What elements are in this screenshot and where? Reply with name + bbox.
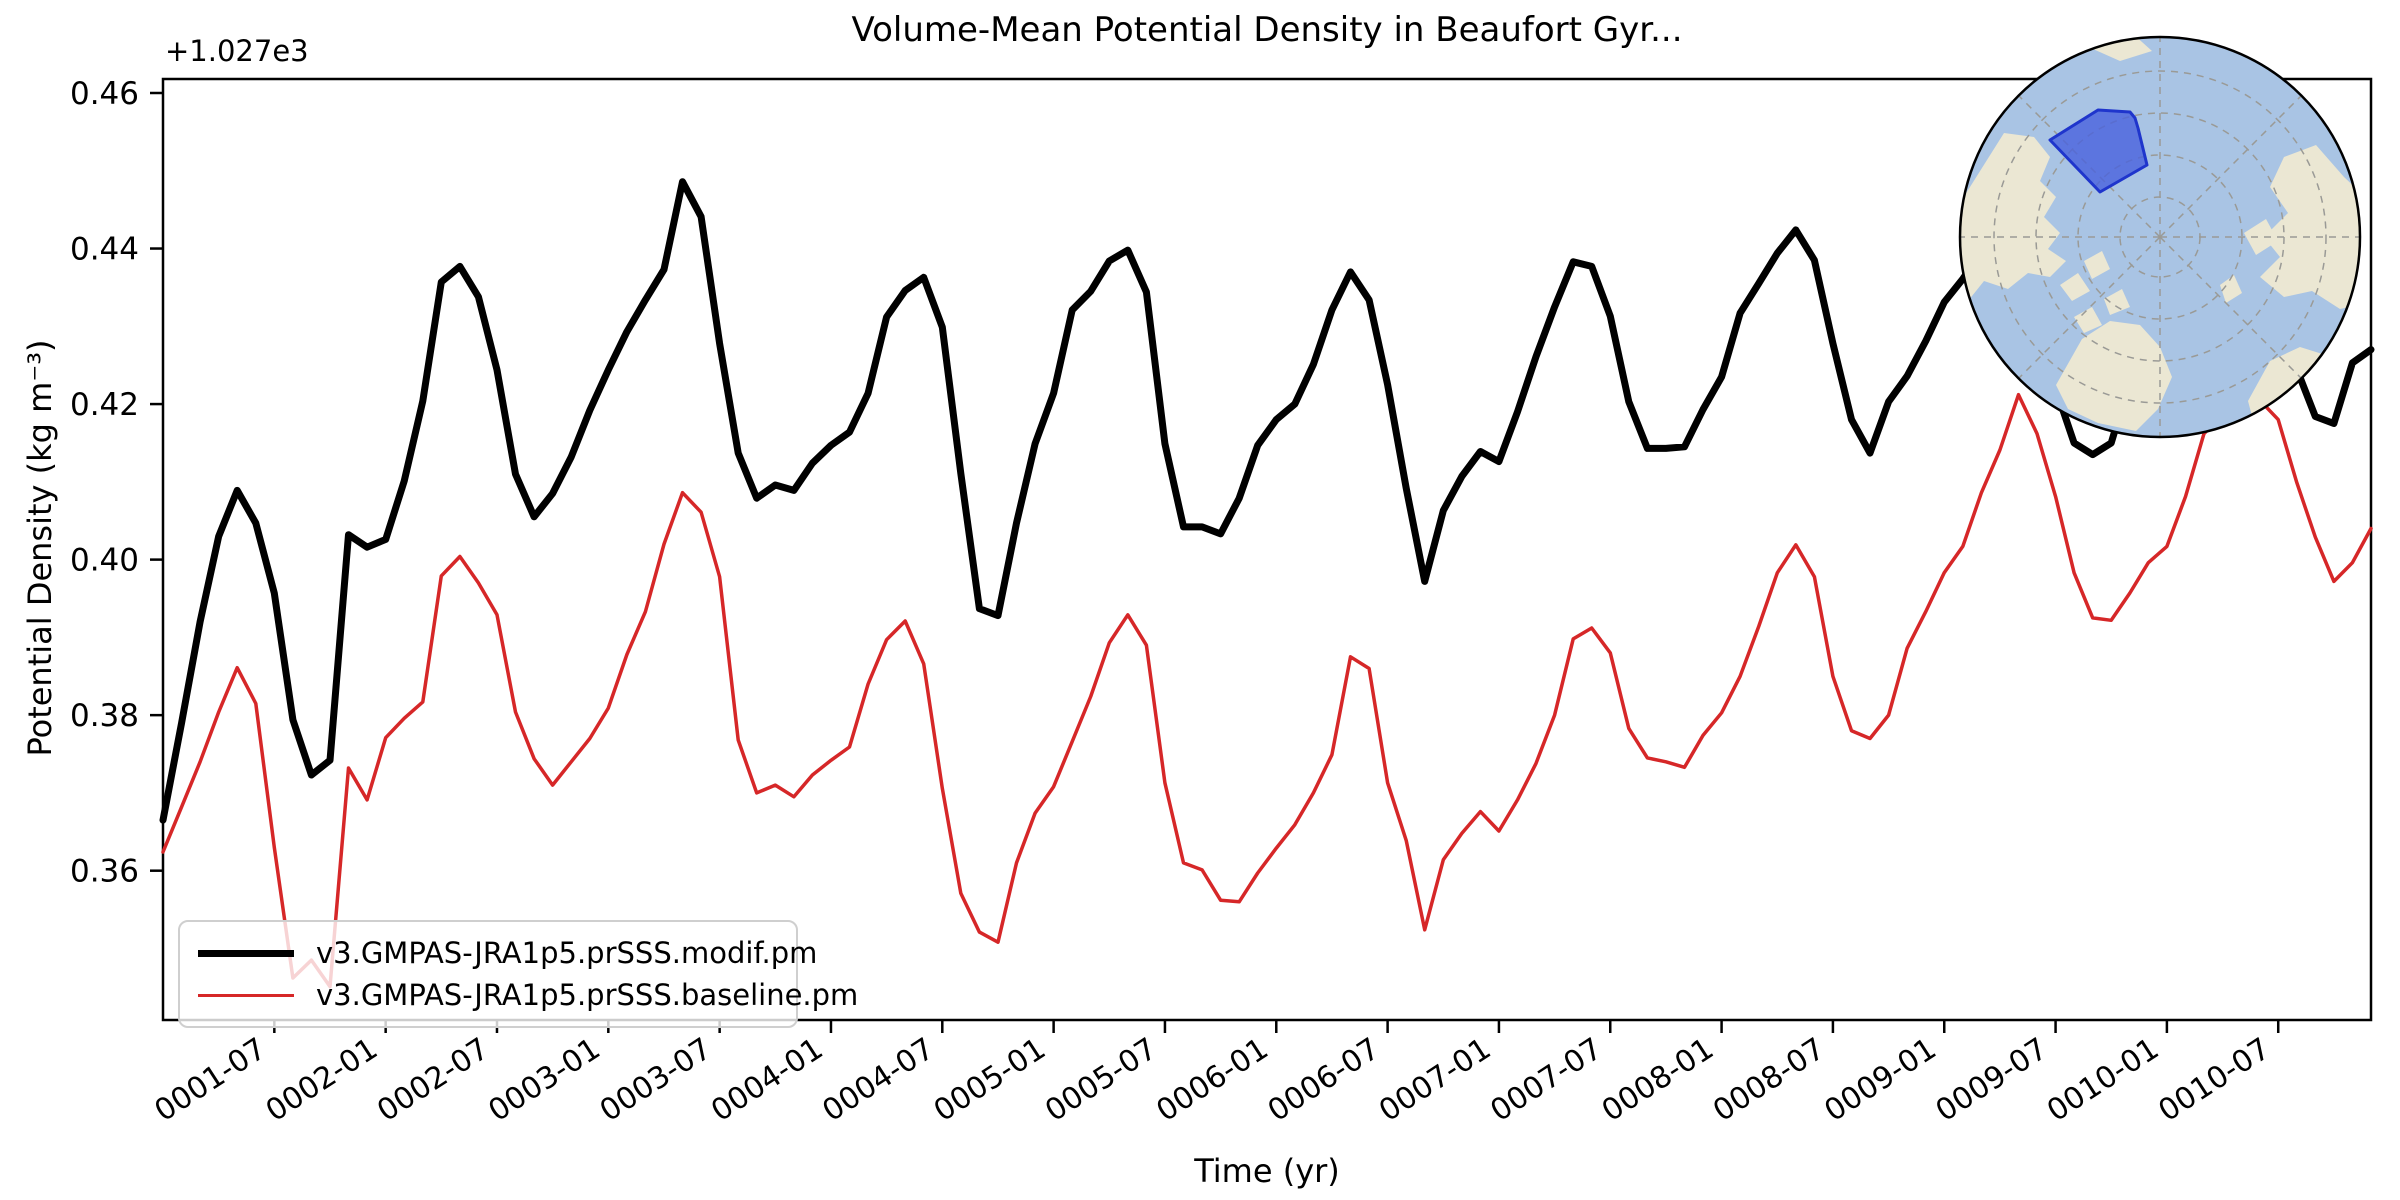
x-tick-label: 0008-07 — [1707, 1031, 1831, 1129]
legend-label: v3.GMPAS-JRA1p5.prSSS.modif.pm — [316, 936, 818, 970]
y-tick-label: 0.40 — [70, 543, 139, 579]
map-land — [2244, 219, 2278, 255]
arctic-inset-map — [1958, 35, 2362, 439]
x-tick-label: 0007-07 — [1484, 1031, 1608, 1129]
map-land — [2220, 275, 2242, 303]
x-tick-label: 0010-01 — [2041, 1031, 2165, 1129]
legend-label: v3.GMPAS-JRA1p5.prSSS.baseline.pm — [316, 978, 859, 1012]
x-tick-label: 0001-07 — [148, 1031, 272, 1129]
x-tick-label: 0002-07 — [371, 1031, 495, 1129]
legend-line-swatch-black — [198, 949, 294, 957]
map-land — [2060, 273, 2090, 301]
map-outline — [1958, 35, 2362, 439]
x-tick-label: 0010-07 — [2152, 1031, 2276, 1129]
legend-item-baseline: v3.GMPAS-JRA1p5.prSSS.baseline.pm — [198, 974, 858, 1016]
x-tick-label: 0005-07 — [1039, 1031, 1163, 1129]
x-tick-label: 0007-01 — [1373, 1031, 1497, 1129]
x-tick-label: 0004-07 — [816, 1031, 940, 1129]
series-line-baseline — [161, 392, 2373, 989]
y-tick-label: 0.44 — [70, 232, 139, 268]
x-tick-label: 0009-07 — [1930, 1031, 2054, 1129]
x-tick-label: 0002-01 — [260, 1031, 384, 1129]
x-tick-label: 0008-01 — [1596, 1031, 1720, 1129]
x-tick-label: 0006-07 — [1262, 1031, 1386, 1129]
legend: v3.GMPAS-JRA1p5.prSSS.modif.pm v3.GMPAS-… — [178, 920, 858, 1028]
map-land — [2104, 289, 2130, 315]
plot-area — [161, 77, 2373, 1022]
legend-item-modif: v3.GMPAS-JRA1p5.prSSS.modif.pm — [198, 932, 817, 974]
map-beaufort-gyre-region — [2048, 108, 2149, 194]
map-graticule-circle — [1993, 70, 2327, 404]
x-tick-label: 0003-07 — [594, 1031, 718, 1129]
x-axis-label: Time (yr) — [1194, 1152, 1340, 1190]
y-tick-label: 0.46 — [70, 76, 139, 112]
x-tick-label: 0005-01 — [928, 1031, 1052, 1129]
y-axis-offset-label: +1.027e3 — [165, 34, 309, 68]
x-tick-label: 0004-01 — [705, 1031, 829, 1129]
map-land — [2056, 321, 2172, 431]
y-tick-label: 0.42 — [70, 387, 139, 423]
map-land — [2260, 145, 2359, 309]
x-tick-label: 0009-01 — [1818, 1031, 1942, 1129]
chart-title: Volume-Mean Potential Density in Beaufor… — [851, 10, 1683, 50]
map-land — [2084, 38, 2152, 61]
map-land — [2074, 307, 2102, 333]
y-axis-label: Potential Density (kg m⁻³) — [21, 339, 59, 757]
map-land — [2084, 251, 2110, 279]
y-tick-label: 0.36 — [70, 854, 139, 890]
x-tick-label: 0006-01 — [1150, 1031, 1274, 1129]
x-tick-label: 0003-01 — [482, 1031, 606, 1129]
legend-line-swatch-red — [198, 993, 294, 997]
map-land — [1961, 133, 2066, 301]
y-tick-label: 0.38 — [70, 698, 139, 734]
